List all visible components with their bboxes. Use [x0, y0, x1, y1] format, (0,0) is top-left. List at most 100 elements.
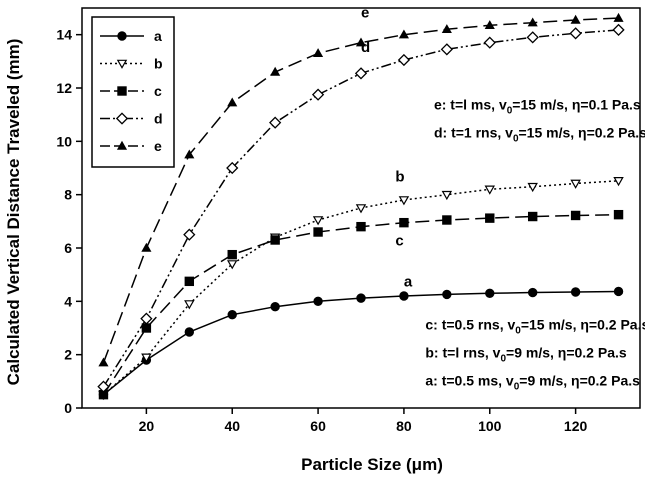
- data-point-b: [613, 177, 624, 187]
- data-point-b: [527, 182, 538, 193]
- data-point-d: [183, 228, 196, 241]
- legend-box: [91, 16, 175, 168]
- plot-border: [81, 7, 641, 409]
- series-group: [97, 12, 625, 401]
- legend-marker-e: [116, 140, 128, 150]
- data-point-d: [397, 53, 411, 67]
- data-point-c: [356, 221, 366, 232]
- data-point-e: [98, 357, 109, 367]
- data-point-a: [356, 293, 366, 303]
- data-point-c: [141, 323, 152, 333]
- data-point-b: [484, 185, 495, 195]
- x-tick-label: 100: [478, 418, 502, 434]
- data-point-d: [354, 67, 368, 80]
- data-point-c: [313, 227, 323, 237]
- data-point-c: [613, 209, 624, 220]
- legend-marker-c: [117, 86, 127, 96]
- data-point-e: [141, 242, 152, 252]
- series-line-c: [102, 213, 619, 396]
- y-tick-label: 8: [64, 187, 72, 203]
- data-point-c: [184, 276, 195, 287]
- data-point-c: [270, 235, 280, 245]
- x-tick-label: 120: [564, 418, 588, 434]
- legend-marker-a: [117, 31, 127, 41]
- data-point-b: [398, 196, 410, 206]
- data-point-d: [483, 36, 496, 49]
- data-point-d: [440, 43, 453, 56]
- data-point-e: [613, 12, 624, 22]
- parameter-annotation: b: t=l rns, v0=9 m/s, η=0.2 Pa.s: [425, 344, 626, 364]
- y-tick-label: 6: [64, 240, 72, 256]
- y-tick-label: 4: [64, 293, 72, 309]
- data-point-a: [227, 309, 237, 320]
- data-point-a: [313, 296, 323, 307]
- data-point-c: [399, 217, 409, 228]
- data-point-a: [527, 287, 538, 298]
- curve-label-a: a: [404, 274, 413, 291]
- data-point-e: [227, 97, 238, 107]
- legend-label-c: c: [154, 83, 162, 99]
- parameter-annotation: a: t=0.5 ms, v0=9 m/s, η=0.2 Pa.s: [425, 372, 640, 392]
- legend-label-d: d: [154, 111, 163, 127]
- data-point-a: [485, 288, 495, 299]
- legend-label-a: a: [154, 28, 162, 44]
- data-point-a: [399, 291, 409, 301]
- data-point-b: [141, 353, 152, 363]
- x-tick-label: 20: [139, 418, 155, 434]
- data-point-e: [398, 29, 409, 39]
- data-point-a: [184, 327, 195, 337]
- data-point-b: [355, 204, 367, 214]
- tick-group: 20 40 60 80 100 120 0 2 4 6 8 10 12 14: [56, 27, 587, 434]
- data-point-e: [441, 24, 452, 34]
- legend-label-e: e: [154, 138, 162, 154]
- data-point-e: [355, 37, 367, 47]
- data-point-e: [570, 14, 581, 24]
- data-point-e: [184, 149, 195, 159]
- data-point-b: [441, 190, 453, 201]
- data-point-d: [612, 23, 625, 36]
- y-axis-title: Calculated Vertical Distance Traveled (m…: [4, 39, 23, 386]
- data-point-a: [442, 289, 452, 300]
- data-point-c: [442, 215, 452, 225]
- plot-frame: [81, 7, 641, 409]
- y-tick-label: 10: [56, 133, 72, 149]
- data-point-a: [570, 287, 581, 297]
- data-point-d: [269, 116, 282, 129]
- curve-label-b: b: [395, 168, 404, 185]
- data-point-e: [270, 66, 281, 76]
- curve-label-d: d: [361, 39, 370, 56]
- legend-label-b: b: [154, 56, 163, 72]
- data-point-d: [569, 27, 582, 40]
- parameter-annotation: c: t=0.5 rns, v0=15 m/s, η=0.2 Pa.s: [425, 316, 645, 336]
- data-point-d: [526, 31, 539, 44]
- data-point-a: [613, 286, 624, 297]
- data-point-c: [527, 211, 538, 222]
- y-tick-label: 14: [56, 27, 72, 43]
- data-point-b: [184, 300, 195, 310]
- y-tick-label: 2: [64, 347, 72, 363]
- data-point-d: [226, 161, 239, 175]
- data-point-c: [570, 210, 581, 221]
- x-tick-label: 60: [310, 418, 326, 434]
- legend-marker-d: [115, 112, 129, 125]
- data-point-d: [97, 380, 110, 393]
- curve-label-e: e: [361, 4, 369, 21]
- data-point-b: [570, 179, 581, 189]
- data-point-e: [527, 17, 538, 27]
- data-point-c: [485, 213, 495, 223]
- legend-marker-b: [116, 59, 128, 69]
- data-point-d: [311, 88, 325, 101]
- y-tick-label: 0: [64, 400, 72, 416]
- data-point-c: [227, 249, 237, 260]
- data-point-b: [312, 216, 324, 226]
- data-point-d: [140, 312, 153, 325]
- parameter-annotation: e: t=l ms, v0=15 m/s, η=0.1 Pa.s: [434, 96, 641, 116]
- data-point-b: [227, 260, 238, 270]
- parameter-annotation: d: t=1 rns, v0=15 m/s, η=0.2 Pa.s: [434, 124, 645, 144]
- x-tick-label: 80: [396, 418, 412, 434]
- data-point-a: [270, 301, 280, 312]
- data-point-e: [484, 20, 495, 30]
